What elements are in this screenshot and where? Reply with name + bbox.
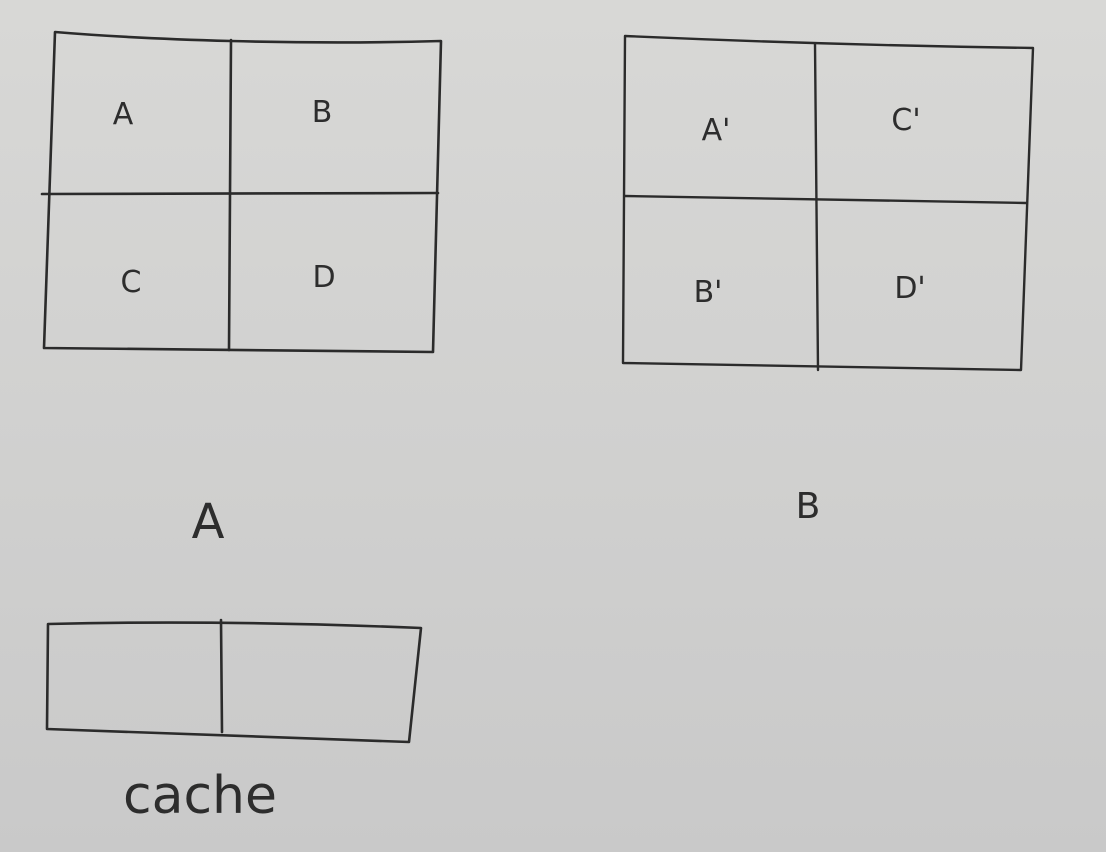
- matrix-b-cell-b-prime: B': [694, 275, 723, 310]
- matrix-a-horizontal-divider: [40, 191, 440, 196]
- matrix-a-vertical-divider: [227, 38, 233, 352]
- matrix-b-cells: A' C' B' D': [694, 103, 926, 310]
- matrix-a-cell-a: A: [113, 97, 134, 132]
- matrix-a-caption: A: [192, 494, 225, 550]
- cache-outer-border: [45, 621, 423, 744]
- matrix-b-caption: B: [796, 486, 821, 527]
- cache-label: cache: [123, 766, 277, 826]
- matrix-a-outer-border: [42, 30, 443, 354]
- matrix-b-outer-border: [621, 34, 1035, 372]
- matrix-a-cell-c: C: [121, 265, 142, 300]
- matrix-a-grid: [40, 30, 443, 354]
- matrix-b-vertical-divider: [813, 42, 820, 372]
- matrix-b-cell-c-prime: C': [891, 103, 920, 138]
- cache-box: [45, 618, 423, 744]
- matrix-a-cells: A B C D: [113, 95, 336, 300]
- matrix-b-cell-d-prime: D': [894, 271, 925, 306]
- matrix-b-cell-a-prime: A': [702, 113, 731, 148]
- matrix-a-cell-b: B: [312, 95, 333, 130]
- matrix-b-grid: [621, 34, 1035, 372]
- cache-slot-divider: [219, 618, 224, 734]
- matrix-a-cell-d: D: [312, 260, 335, 295]
- matrix-b-horizontal-divider: [623, 194, 1028, 205]
